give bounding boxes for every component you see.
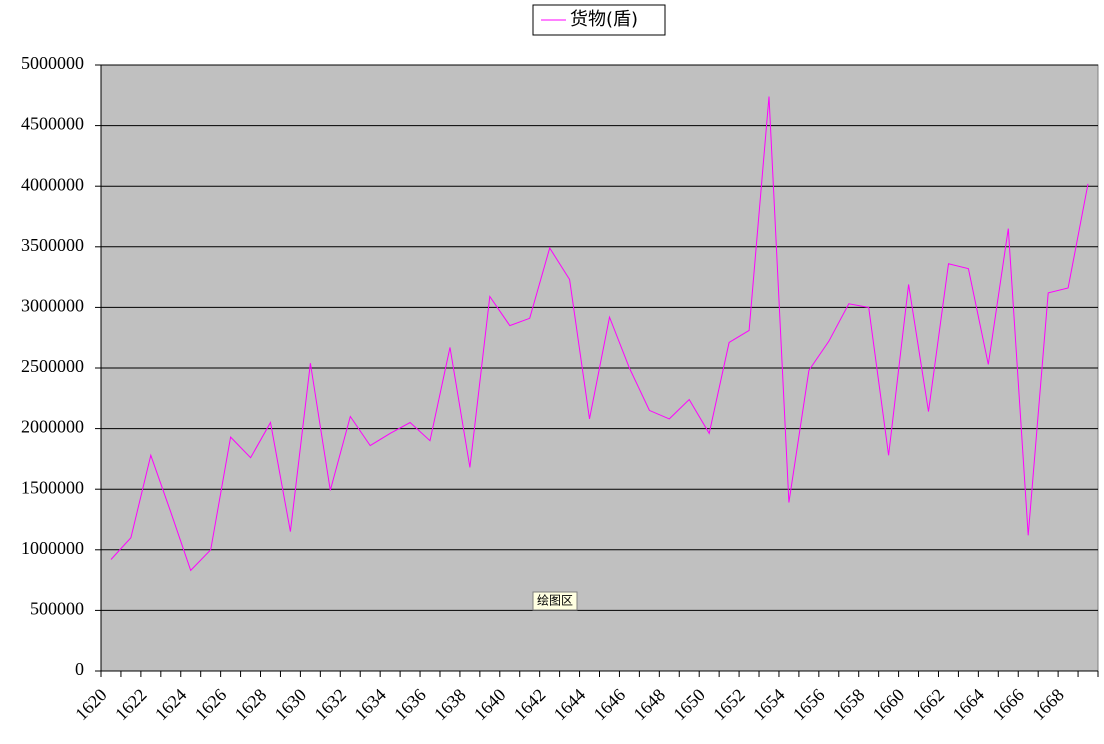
- x-tick-label: 1668: [1028, 685, 1068, 725]
- x-tick-label: 1640: [470, 685, 510, 725]
- x-tick-label: 1646: [590, 685, 630, 725]
- x-tick-label: 1628: [231, 685, 271, 725]
- tooltip: 绘图区: [537, 593, 573, 608]
- y-tick-label: 3500000: [21, 235, 84, 255]
- x-tick-label: 1620: [71, 685, 111, 725]
- y-tick-label: 4500000: [21, 114, 84, 134]
- x-tick-label: 1634: [350, 685, 390, 725]
- x-tick-label: 1662: [909, 685, 949, 725]
- line-series: [110, 96, 1089, 572]
- x-tick-label: 1666: [988, 685, 1028, 725]
- x-tick-label: 1644: [550, 685, 590, 725]
- y-tick-label: 1000000: [21, 538, 84, 558]
- y-tick-label: 4000000: [21, 174, 84, 194]
- legend: 货物(盾): [532, 4, 666, 36]
- y-tick-label: 2500000: [21, 356, 84, 376]
- x-tick-label: 1642: [510, 685, 550, 725]
- x-tick-label: 1638: [430, 685, 470, 725]
- y-tick-label: 500000: [30, 599, 84, 619]
- x-tick-label: 1656: [789, 685, 829, 725]
- y-tick-label: 1500000: [21, 477, 84, 497]
- x-tick-label: 1664: [949, 685, 989, 725]
- x-tick-label: 1626: [191, 685, 231, 725]
- y-tick-label: 2000000: [21, 417, 84, 437]
- x-tick-label: 1630: [271, 685, 311, 725]
- x-tick-label: 1654: [749, 685, 789, 725]
- x-tick-label: 1636: [390, 685, 430, 725]
- x-tick-label: 1624: [151, 685, 191, 725]
- x-tick-label: 1648: [629, 685, 669, 725]
- y-tick-label: 0: [75, 659, 84, 679]
- tooltip-box: [532, 591, 578, 611]
- x-tick-label: 1650: [669, 685, 709, 725]
- legend-label: 货物(盾): [570, 9, 638, 30]
- x-tick-label: 1652: [709, 685, 749, 725]
- y-tick-label: 5000000: [21, 53, 84, 73]
- y-tick-label: 3000000: [21, 296, 84, 316]
- x-tick-label: 1622: [111, 685, 151, 725]
- x-tick-label: 1632: [310, 685, 350, 725]
- x-tick-label: 1660: [869, 685, 909, 725]
- x-tick-label: 1658: [829, 685, 869, 725]
